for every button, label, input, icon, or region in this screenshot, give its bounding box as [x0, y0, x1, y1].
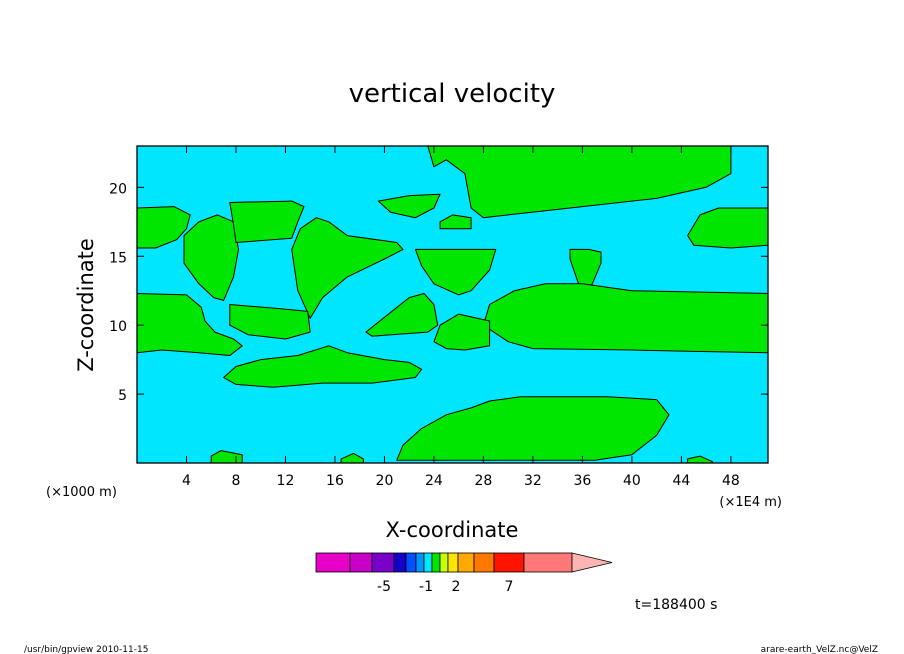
x-tick-label: 4	[182, 473, 191, 489]
colorbar-ticks: -5 -1 2 7	[377, 579, 513, 595]
colorbar-swatch	[432, 553, 440, 572]
x-tick-label: 48	[722, 473, 740, 489]
colorbar-swatch	[494, 553, 524, 572]
y-tick-label: 10	[109, 319, 127, 335]
colorbar-swatch	[350, 553, 372, 572]
colorbar-tick-label: 2	[452, 579, 461, 595]
time-label: t=188400 s	[635, 597, 717, 613]
x-tick-label: 16	[326, 473, 344, 489]
y-axis-title: Z-coordinate	[74, 238, 98, 372]
colorbar-swatch	[416, 553, 424, 572]
y-tick-label: 20	[109, 181, 127, 197]
colorbar-swatch	[448, 553, 458, 572]
colorbar-swatch	[424, 553, 432, 572]
colorbar-extend-arrow	[572, 553, 612, 572]
x-tick-label: 20	[376, 473, 394, 489]
footer-right: arare-earth_VelZ.nc@VelZ	[761, 645, 878, 654]
x-tick-label: 40	[623, 473, 641, 489]
colorbar-swatch	[316, 553, 350, 572]
colorbar-swatch	[440, 553, 448, 572]
x-unit-left: (×1000 m)	[46, 485, 117, 500]
colorbar-swatch	[406, 553, 416, 572]
x-unit-right: (×1E4 m)	[719, 495, 782, 510]
colorbar-swatch	[372, 553, 394, 572]
colorbar	[316, 553, 612, 572]
x-tick-label: 24	[425, 473, 443, 489]
x-tick-label: 44	[672, 473, 690, 489]
chart-title: vertical velocity	[349, 79, 556, 109]
x-tick-label: 36	[573, 473, 591, 489]
contour-region-right-main-band	[483, 284, 768, 353]
contour-region-upper-left-band	[230, 201, 304, 242]
x-tick-label: 28	[475, 473, 493, 489]
colorbar-swatch	[394, 553, 406, 572]
footer-left: /usr/bin/gpview 2010-11-15	[24, 645, 148, 654]
colorbar-tick-label: 7	[505, 579, 514, 595]
colorbar-tick-label: -5	[377, 579, 391, 595]
colorbar-tick-label: -1	[419, 579, 433, 595]
plot-area	[137, 146, 768, 463]
colorbar-swatch	[474, 553, 494, 572]
x-tick-label: 32	[524, 473, 542, 489]
x-axis-title: X-coordinate	[386, 518, 519, 542]
y-tick-label: 15	[109, 250, 127, 266]
colorbar-swatch	[524, 553, 572, 572]
colorbar-swatch	[458, 553, 474, 572]
x-tick-label: 8	[232, 473, 241, 489]
y-tick-label: 5	[118, 388, 127, 404]
x-tick-label: 12	[277, 473, 295, 489]
